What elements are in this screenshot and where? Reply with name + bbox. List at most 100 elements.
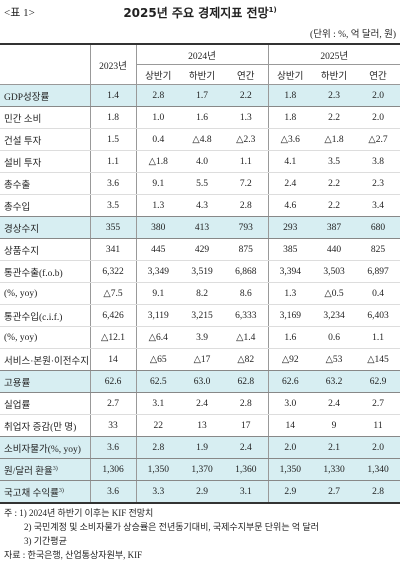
cell: 3.9 [180,326,224,349]
cell: 6,897 [356,260,400,283]
cell: △65 [135,348,180,371]
cell: 7.2 [224,172,268,195]
cell: 3.8 [356,150,400,173]
subcol-header: 상반기 [267,64,312,85]
subcol-header: 하반기 [180,64,224,85]
cell: 11 [356,414,400,437]
cell: 0.4 [135,128,180,151]
label-text: 서비스·본원·이전수지 [4,356,89,367]
cell: 1,306 [89,458,136,481]
label-text: 국고채 수익률 [4,488,59,499]
row-label: 설비 투자 [0,150,90,173]
cell: 1,350 [267,458,312,481]
cell: 9.1 [135,172,180,195]
footnote-text: 1) 2024년 하반기 이후는 KIF 전망치 [19,508,154,518]
cell: 2.7 [356,392,400,415]
row-label: 소비자물가(%, yoy) [0,436,90,459]
cell: 341 [89,238,136,261]
row-label: 취업자 증감(만 명) [0,414,90,437]
cell: 385 [267,238,312,261]
cell: 2.9 [180,480,224,504]
cell: 1.8 [89,106,136,129]
cell: 6,426 [89,304,136,327]
header-row: 2023년 2024년 2025년 [0,43,400,85]
indicator-table: 2023년 2024년 2025년 상반기 하반기 연간 상반기 하반기 연간 GDP성장… [0,43,400,504]
footnote-prefix: 주 : [4,508,18,518]
cell: 2.2 [312,194,356,217]
cell: 5.5 [180,172,224,195]
cell: 6,322 [89,260,136,283]
cell: 13 [180,414,224,437]
footnotes: 주 : 1) 2024년 하반기 이후는 KIF 전망치 2) 국민계정 및 소비… [4,506,398,562]
cell: 9 [312,414,356,437]
cell: 1.3 [224,106,268,129]
cell: 387 [312,216,356,239]
cell: 2.8 [135,436,180,459]
row-label: 원/달러 환율3) [0,458,90,481]
cell: 2.2 [312,106,356,129]
cell: △1.4 [224,326,268,349]
subcol-header: 하반기 [312,64,356,85]
cell: 3,169 [267,304,312,327]
cell: △0.5 [312,282,356,305]
cell: 2.4 [267,172,312,195]
cell: △2.3 [224,128,268,151]
row-label: (%, yoy) [0,326,90,349]
cell: 9.1 [135,282,180,305]
cell: 3,234 [312,304,356,327]
table-row: 통관수출(f.o.b) 6,322 3,349 3,519 6,868 3,394 3,50… [0,260,400,283]
cell: 6,868 [224,260,268,283]
label-text: (%, yoy) [4,332,38,343]
cell: 2.3 [312,84,356,107]
label-text: 건설 투자 [4,136,42,147]
cell: 2.4 [180,392,224,415]
table-row: 원/달러 환율3) 1,306 1,350 1,370 1,360 1,350 1,330 1… [0,458,400,481]
cell: 1,360 [224,458,268,481]
cell: 1.6 [267,326,312,349]
cell: 4.3 [180,194,224,217]
cell: △4.8 [180,128,224,151]
cell: 355 [89,216,136,239]
table-row: 민간 소비 1.8 1.0 1.6 1.3 1.8 2.2 2.0 [0,106,400,129]
cell: △6.4 [135,326,180,349]
cell: 680 [356,216,400,239]
source: 자료 : 한국은행, 산업통상자원부, KIF [4,550,143,560]
corner [0,43,90,85]
cell: 22 [135,414,180,437]
row-label: 통관수출(f.o.b) [0,260,90,283]
cell: 2.8 [224,392,268,415]
cell: 825 [356,238,400,261]
cell: 1.1 [224,150,268,173]
cell: 4.6 [267,194,312,217]
cell: 3.5 [89,194,136,217]
row-label: 상품수지 [0,238,90,261]
row-label: 경상수지 [0,216,90,239]
cell: 0.6 [312,326,356,349]
cell: 2.0 [356,106,400,129]
cell: 3,119 [135,304,180,327]
cell: 33 [89,414,136,437]
cell: 62.6 [89,370,136,393]
cell: 14 [89,348,136,371]
cell: 1.8 [267,84,312,107]
label-text: 상품수지 [4,246,39,257]
footnote-text: 3) 기간평균 [24,536,67,546]
cell: △7.5 [89,282,136,305]
cell: 3.5 [312,150,356,173]
cell: 3,503 [312,260,356,283]
cell: 1.8 [267,106,312,129]
label-text: 총수출 [4,180,31,191]
cell: 2.4 [224,436,268,459]
cell: 1,350 [135,458,180,481]
cell: △53 [312,348,356,371]
table-row: 통관수입(c.i.f.) 6,426 3,119 3,215 6,333 3,169 3,2… [0,304,400,327]
cell: 3.6 [89,480,136,504]
label-text: 취업자 증감(만 명) [4,422,77,433]
cell: 3,394 [267,260,312,283]
cell: 3.6 [89,172,136,195]
cell: 1,370 [180,458,224,481]
cell: 1,340 [356,458,400,481]
cell: 2.0 [267,436,312,459]
cell: 3.4 [356,194,400,217]
